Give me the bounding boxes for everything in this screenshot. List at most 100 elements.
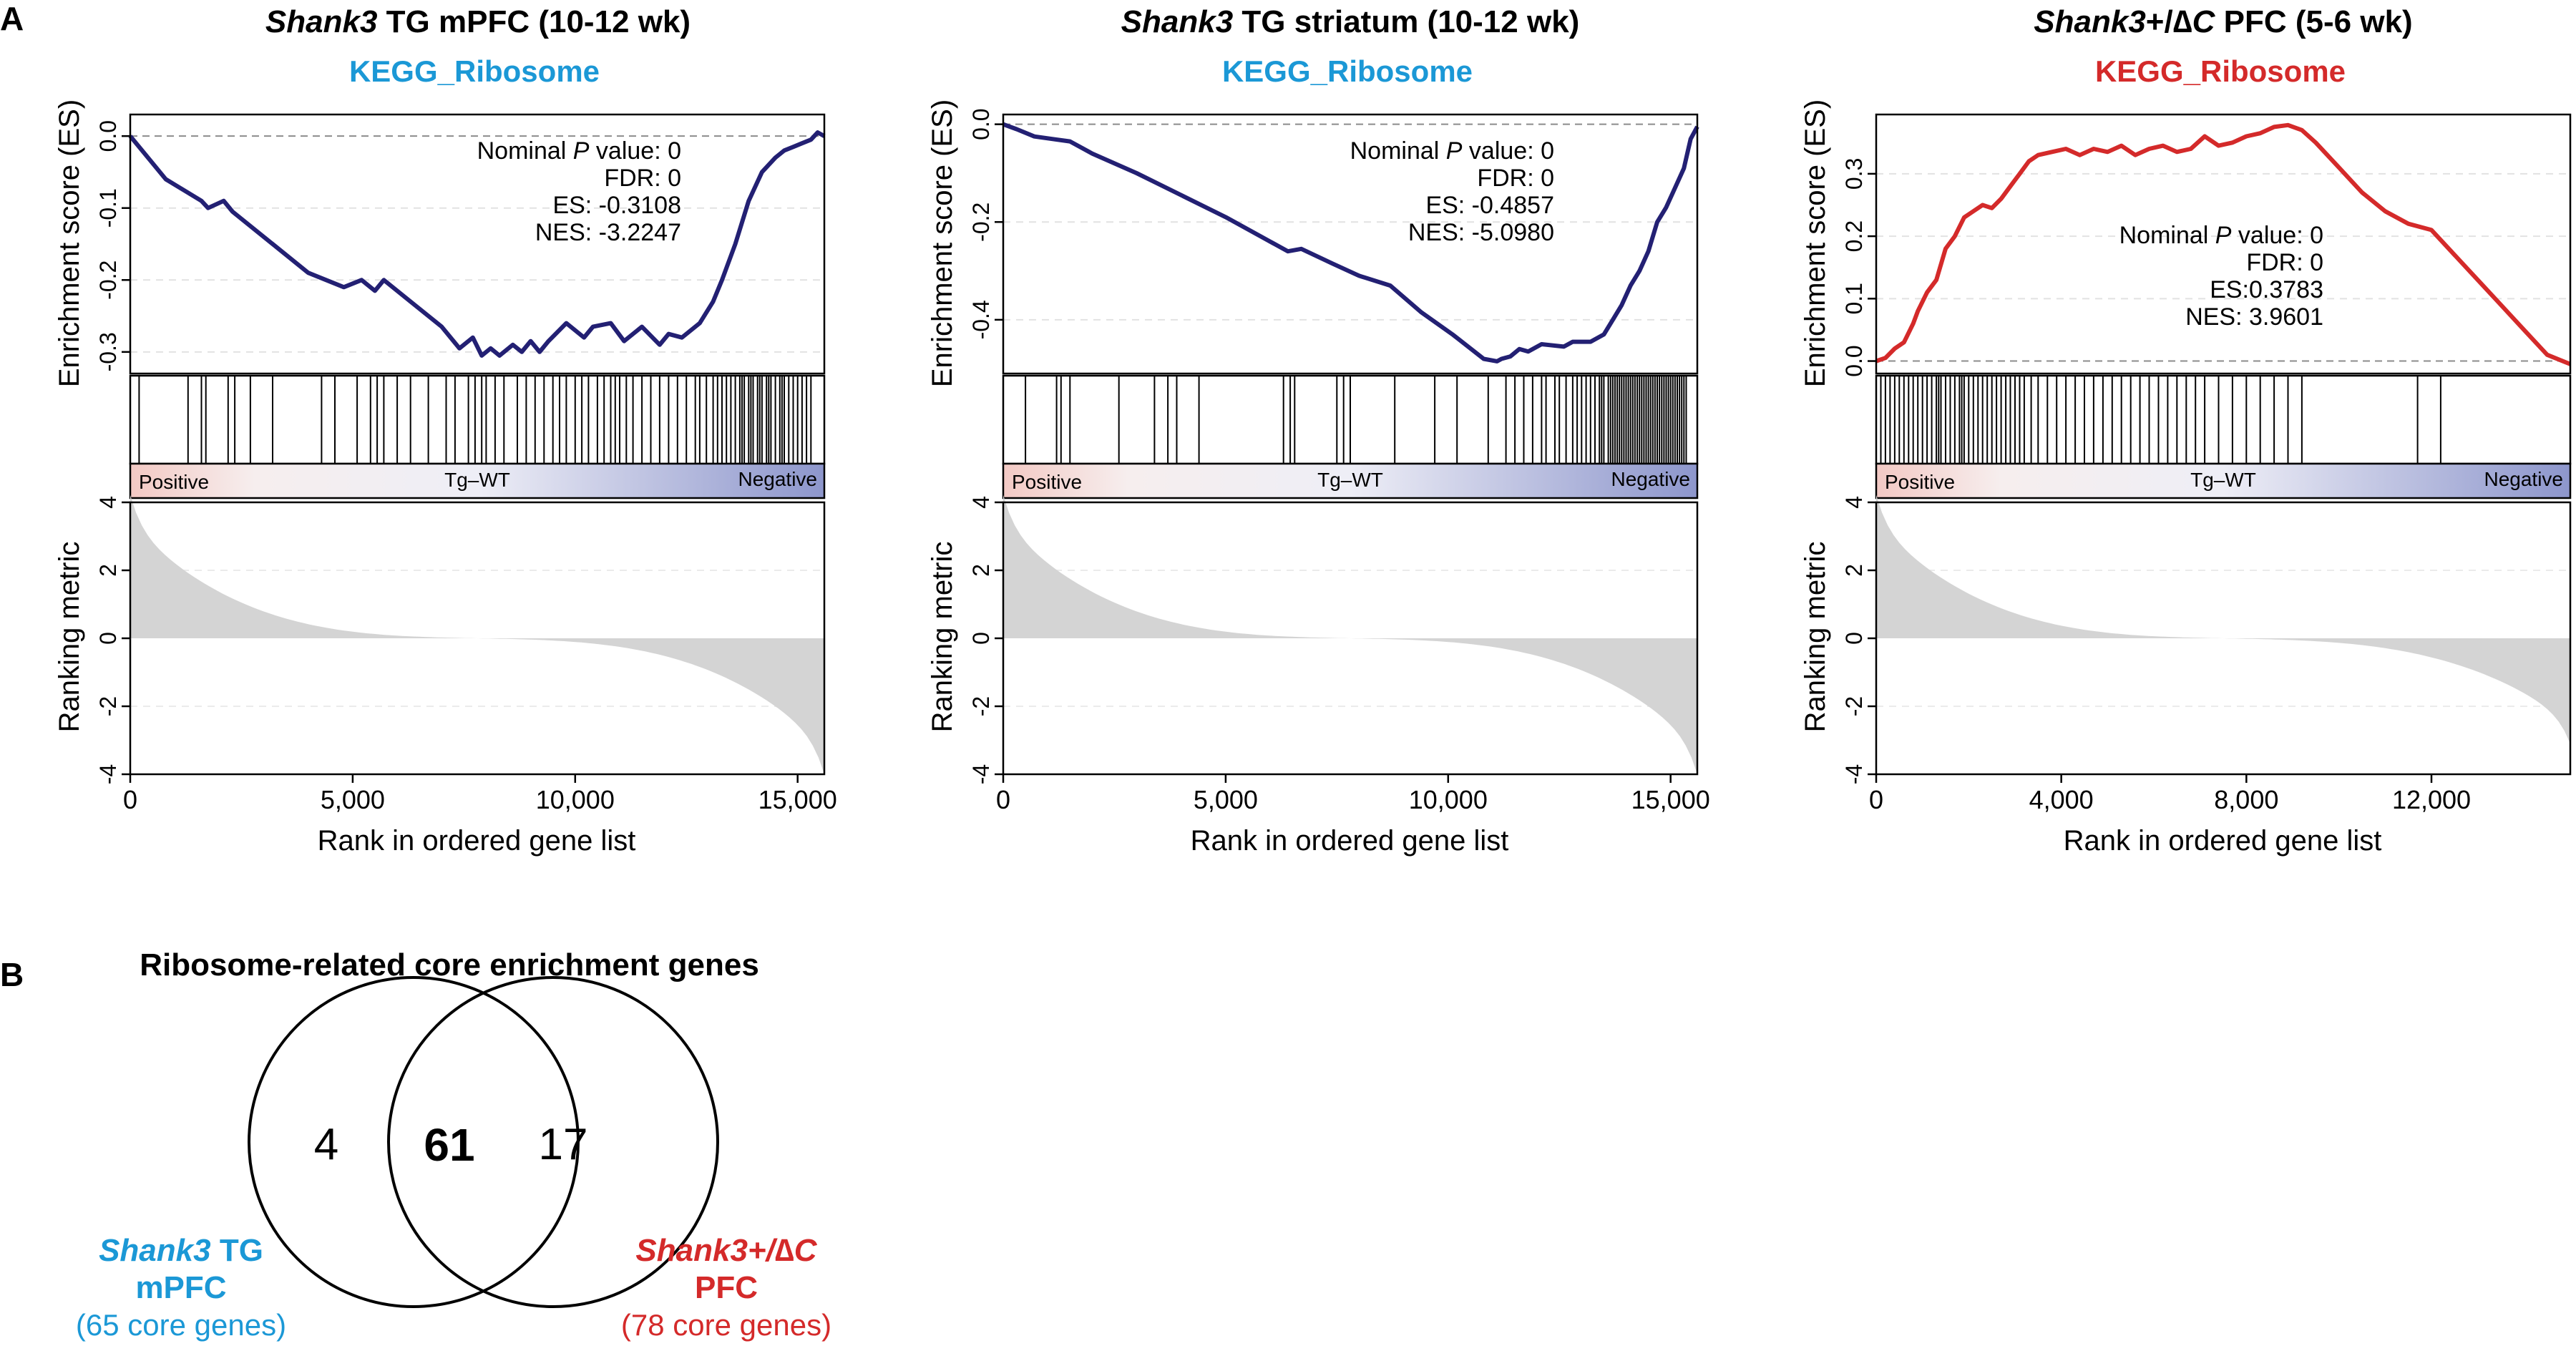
gene-set-name: KEGG_Ribosome: [349, 54, 600, 88]
gene-set-name: KEGG_Ribosome: [1222, 54, 1473, 88]
metric-y-tick-label: -2: [95, 696, 121, 716]
metric-area: [1876, 494, 2570, 744]
es-frame: [129, 113, 826, 375]
es-y-tick-label: 0.3: [1841, 158, 1867, 190]
negative-label: Negative: [2484, 468, 2563, 490]
es-curve: [1002, 122, 1699, 364]
positive-label: Positive: [139, 471, 209, 493]
es-stat-text: FDR: 0: [604, 165, 681, 192]
metric-y-tick-label: -4: [95, 764, 121, 784]
hit-bar-frame: [1875, 374, 2572, 465]
middle-label: Tg–WT: [444, 469, 510, 491]
x-tick-label: 4,000: [2029, 785, 2094, 814]
metric-ylabel: Ranking metric: [54, 542, 85, 733]
es-frame: [1875, 113, 2572, 375]
metric-y-tick-label: 0: [968, 632, 994, 645]
x-tick-label: 0: [996, 785, 1010, 814]
es-y-tick-label: -0.3: [95, 332, 121, 371]
panel-b-letter: B: [0, 956, 24, 993]
es-curve: [128, 130, 826, 358]
metric-y-tick-label: -4: [968, 764, 994, 784]
venn-title: Ribosome-related core enrichment genes: [140, 947, 759, 982]
metric-y-tick-label: 2: [968, 564, 994, 577]
es-stat-text: NES: 3.9601: [2185, 303, 2323, 331]
metric-y-tick-label: 0: [95, 632, 121, 645]
venn-left-label-line3: (65 core genes): [76, 1308, 286, 1342]
metric-area: [130, 494, 824, 774]
gradient-bar: [1875, 462, 2572, 499]
gradient-bar: [129, 462, 826, 499]
x-tick-label: 15,000: [758, 785, 837, 814]
hit-bar: [129, 374, 826, 465]
gsea-panel-3: Shank3+/∆C PFC (5-6 wk) KEGG_Ribosome 0.…: [1800, 4, 2572, 857]
venn-overlap-count: 61: [424, 1119, 474, 1171]
metric-ylabel: Ranking metric: [927, 542, 958, 733]
xlabel: Rank in ordered gene list: [2064, 825, 2382, 857]
panel-a-letter: A: [0, 0, 24, 37]
label-bar: Positive Tg–WT Negative: [1002, 462, 1699, 499]
middle-label: Tg–WT: [1317, 469, 1383, 491]
x-tick-label: 5,000: [1194, 785, 1258, 814]
venn-left-label-line2: mPFC: [135, 1270, 226, 1305]
metric-y-tick-label: 4: [968, 496, 994, 509]
panel-title: Shank3+/∆C PFC (5-6 wk): [2034, 4, 2412, 39]
x-tick-label: 5,000: [321, 785, 385, 814]
metric-y-tick-label: -2: [1841, 696, 1867, 716]
metric-y-tick-label: 4: [95, 496, 121, 509]
es-ylabel: Enrichment score (ES): [54, 99, 85, 387]
es-stat-text: FDR: 0: [2246, 249, 2323, 276]
middle-label: Tg–WT: [2190, 469, 2256, 491]
hit-bar: [1875, 374, 2572, 465]
negative-label: Negative: [1611, 468, 1690, 490]
venn-right-label-line2: PFC: [695, 1270, 758, 1305]
label-bar: Positive Tg–WT Negative: [1875, 462, 2572, 499]
es-frame: [1002, 113, 1699, 375]
metric-y-tick-label: 0: [1841, 632, 1867, 645]
xlabel: Rank in ordered gene list: [318, 825, 636, 857]
metric-ylabel: Ranking metric: [1800, 542, 1831, 733]
es-y-tick-label: -0.1: [95, 188, 121, 228]
es-y-tick-label: -0.2: [968, 203, 994, 242]
es-ylabel: Enrichment score (ES): [1800, 99, 1831, 387]
x-tick-label: 0: [123, 785, 137, 814]
venn-circle-right: [387, 976, 719, 1308]
es-stat-text: ES: -0.3108: [552, 192, 681, 219]
es-y-tick-label: 0.1: [1841, 283, 1867, 314]
x-tick-label: 15,000: [1631, 785, 1710, 814]
x-tick-label: 10,000: [536, 785, 615, 814]
venn-left-count: 4: [314, 1120, 338, 1169]
hit-bar-frame: [129, 374, 826, 465]
gene-set-name: KEGG_Ribosome: [2095, 54, 2346, 88]
es-y-tick-label: 0.0: [968, 108, 994, 140]
es-stat-text: ES:0.3783: [2210, 276, 2323, 303]
venn-circle-left: [248, 976, 580, 1308]
negative-label: Negative: [738, 468, 817, 490]
es-y-tick-label: -0.4: [968, 300, 994, 339]
x-tick-label: 8,000: [2214, 785, 2278, 814]
es-stat-text: Nominal P value: 0: [1350, 137, 1554, 165]
xlabel: Rank in ordered gene list: [1191, 825, 1509, 857]
venn-diagram: Ribosome-related core enrichment genes 4…: [76, 947, 831, 1342]
x-tick-label: 12,000: [2392, 785, 2471, 814]
es-y-tick-label: 0.0: [1841, 345, 1867, 376]
metric-plot: 420-2-40 4,000 8,000 12,000: [1841, 494, 2572, 814]
metric-plot: 420-2-40 5,000 10,000 15,000: [95, 494, 837, 814]
es-ylabel: Enrichment score (ES): [927, 99, 958, 387]
venn-right-label-line3: (78 core genes): [621, 1308, 831, 1342]
es-stat-text: ES: -0.4857: [1425, 192, 1554, 219]
venn-right-count: 17: [539, 1120, 588, 1169]
es-stat-text: Nominal P value: 0: [477, 137, 681, 165]
x-tick-label: 0: [1869, 785, 1883, 814]
metric-plot: 420-2-40 5,000 10,000 15,000: [968, 494, 1710, 814]
metric-y-tick-label: 2: [1841, 564, 1867, 577]
metric-y-tick-label: 4: [1841, 496, 1867, 509]
gsea-panel-1: Shank3 TG mPFC (10-12 wk) KEGG_Ribosome …: [54, 4, 837, 857]
es-stat-text: Nominal P value: 0: [2119, 222, 2323, 249]
metric-area: [1003, 494, 1697, 774]
metric-y-tick-label: -4: [1841, 764, 1867, 784]
panel-title: Shank3 TG striatum (10-12 wk): [1121, 4, 1580, 39]
